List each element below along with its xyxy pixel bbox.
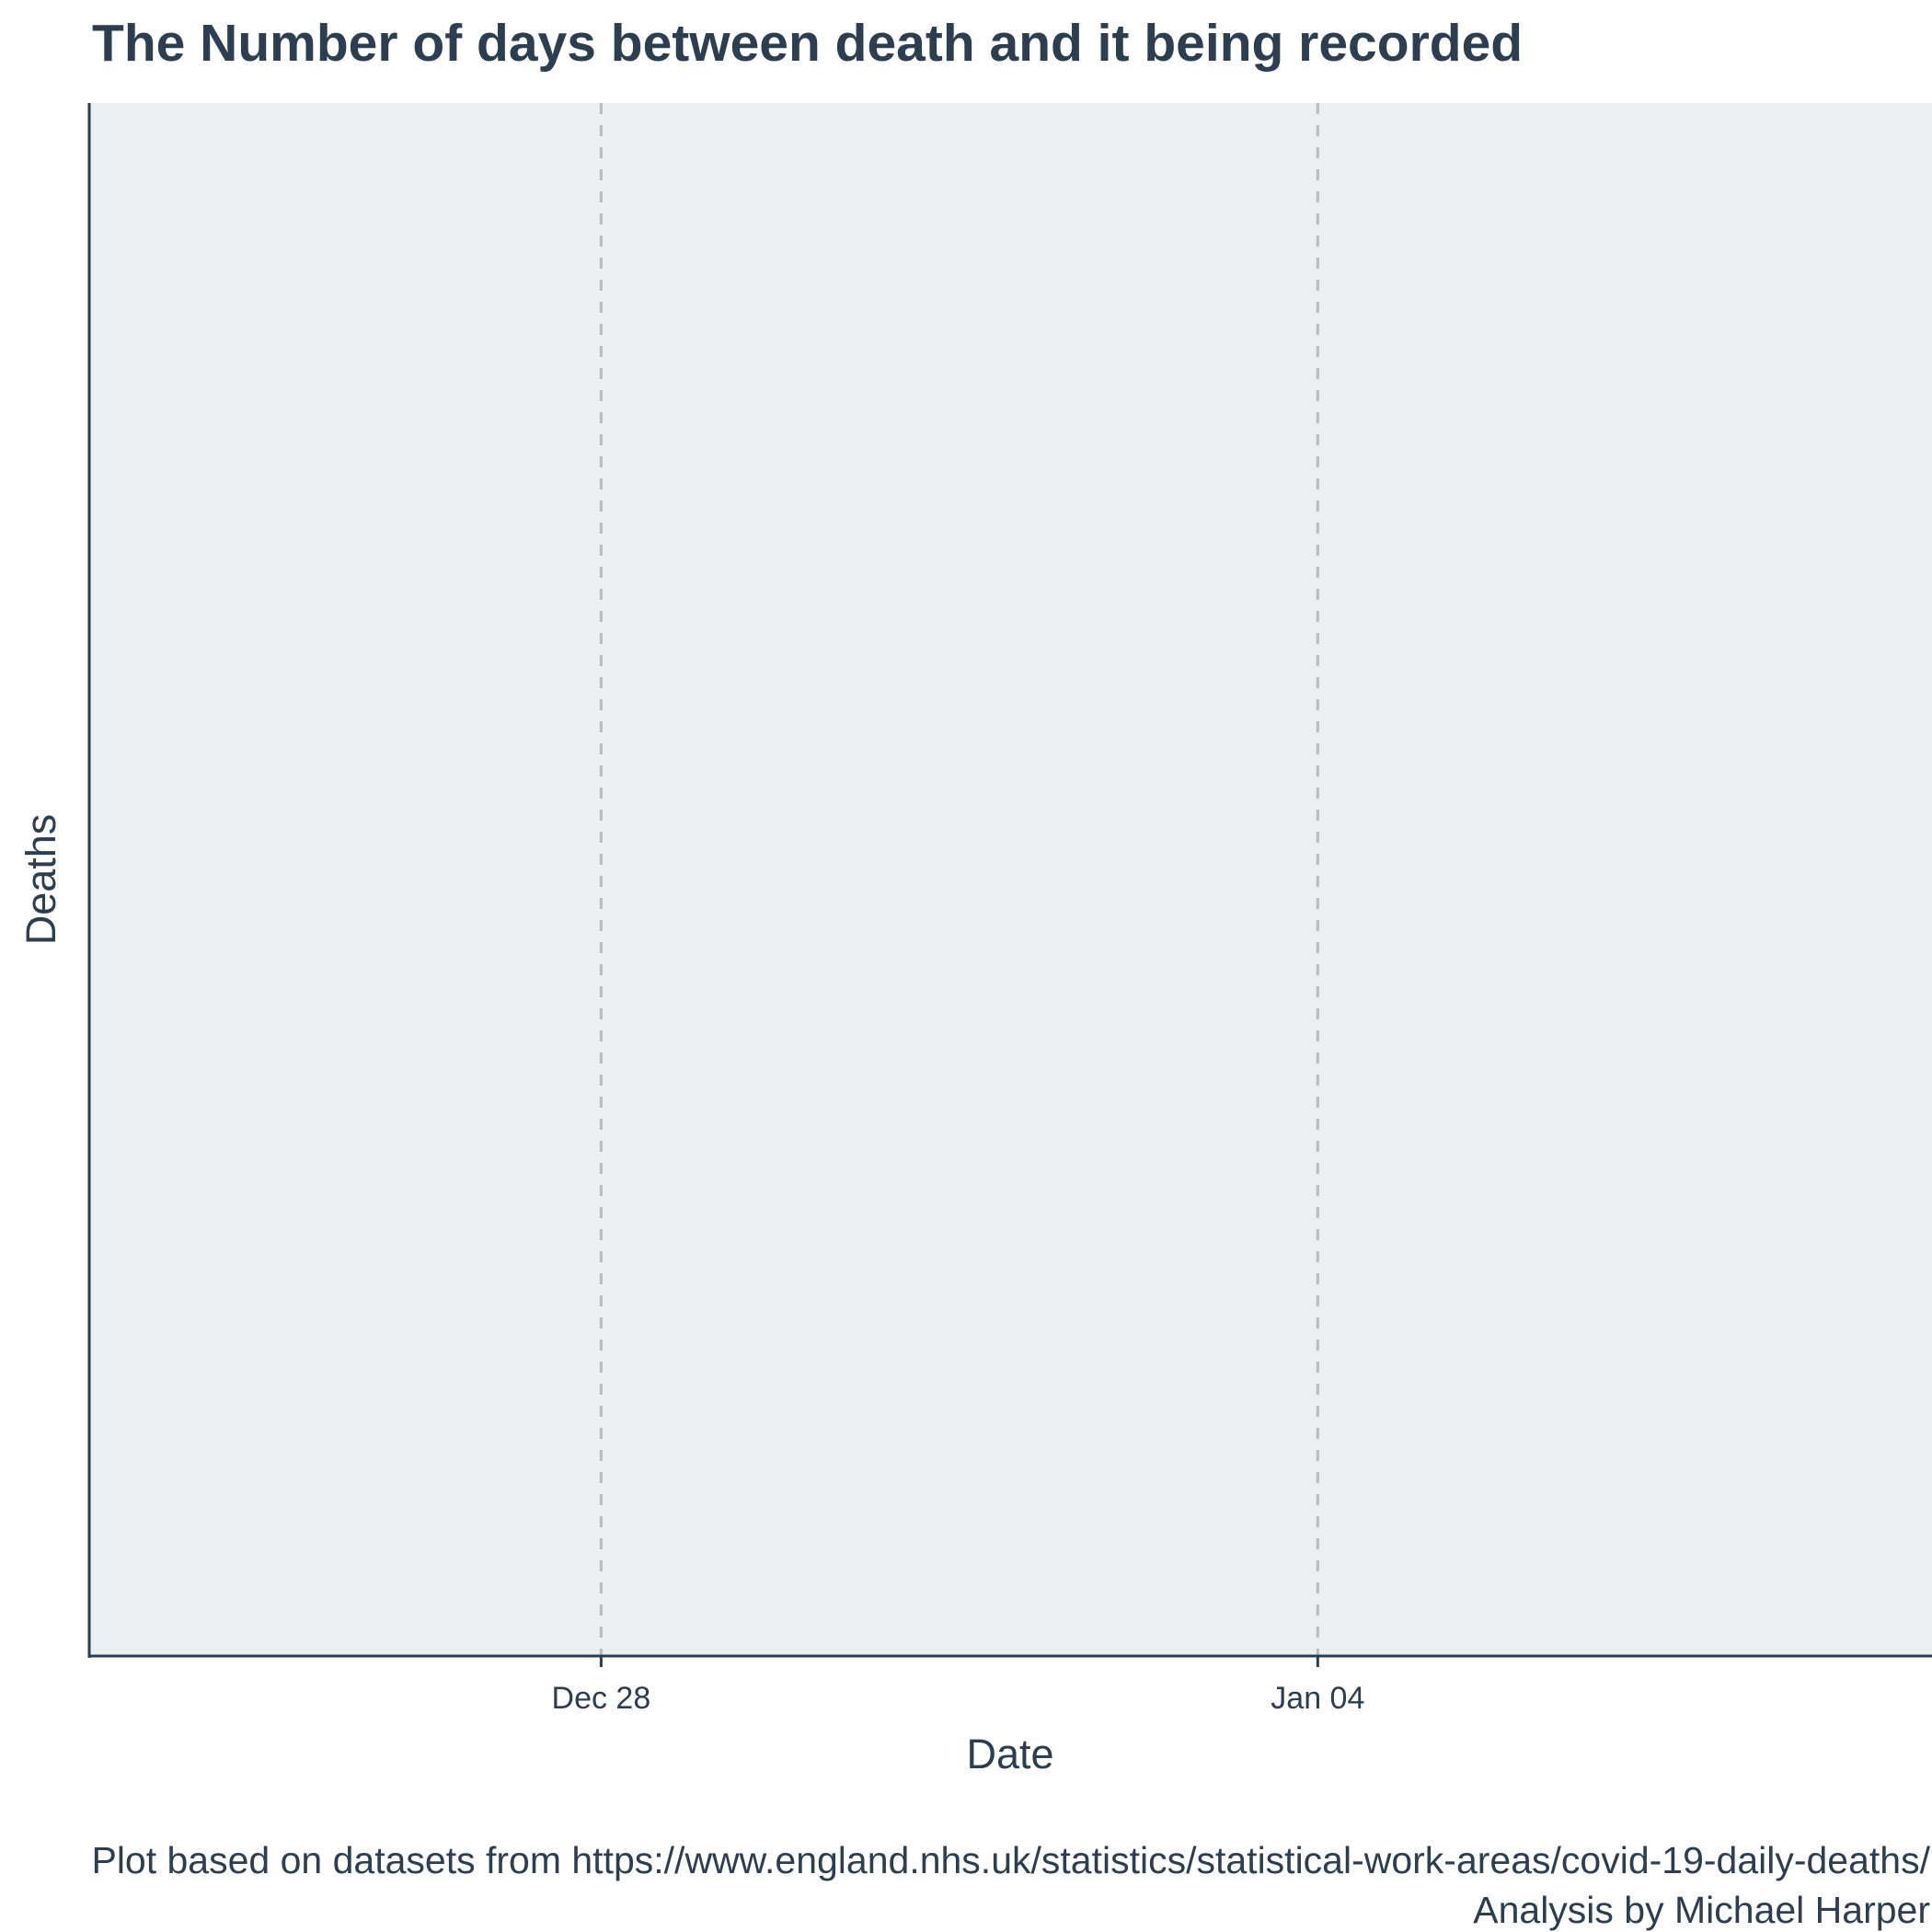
gridlines	[599, 103, 1319, 1656]
y-axis-title: Deaths	[17, 814, 64, 946]
plot-area	[89, 103, 1932, 1656]
chart-title: The Number of days between death and it …	[92, 14, 1523, 73]
x-axis-title: Date	[966, 1731, 1053, 1777]
x-tick-label: Dec 28	[552, 1681, 651, 1716]
caption-source: Plot based on datasets from https://www.…	[91, 1839, 1930, 1881]
caption-author: Analysis by Michael Harper	[1473, 1889, 1930, 1931]
x-ticks: Dec 28 Jan 04	[552, 1656, 1364, 1716]
x-tick-label: Jan 04	[1271, 1681, 1364, 1716]
